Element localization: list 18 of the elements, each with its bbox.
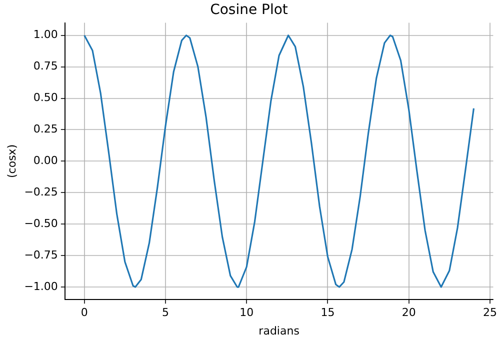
y-tick-label: −0.50 [24, 216, 58, 230]
y-tick-label: −0.25 [24, 186, 58, 199]
y-axis-title: (cosx) [5, 144, 18, 178]
y-tick-label: 0.25 [33, 122, 58, 136]
x-tick-label: 25 [482, 306, 497, 320]
y-tick-label: 0.00 [33, 154, 58, 168]
chart-title: Cosine Plot [210, 2, 288, 18]
y-tick-label: −0.75 [24, 248, 58, 262]
x-tick-label: 20 [402, 306, 416, 320]
x-tick-label: 15 [320, 306, 335, 320]
x-axis-title: radians [258, 324, 300, 338]
x-tick-label: 10 [240, 306, 254, 320]
x-tick-label: 5 [162, 306, 169, 320]
x-tick-label: 0 [80, 306, 88, 320]
y-tick-label: 1.00 [33, 28, 58, 42]
y-tick-label: 0.50 [33, 91, 58, 104]
y-tick-label: −1.00 [24, 280, 58, 293]
y-tick-label: 0.75 [33, 60, 58, 73]
